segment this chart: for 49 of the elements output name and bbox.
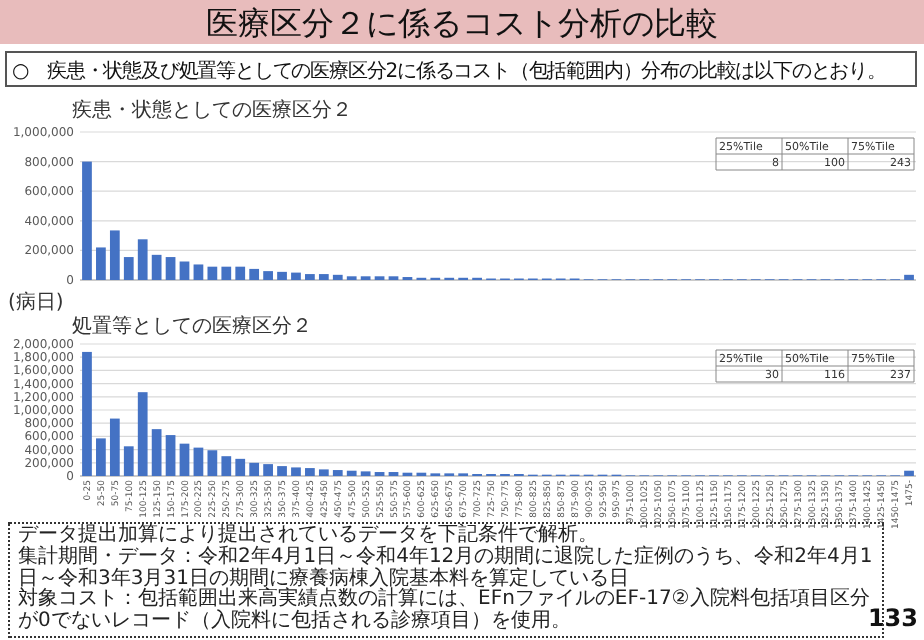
bar	[263, 464, 273, 476]
bar	[82, 161, 92, 280]
bar	[193, 447, 204, 476]
chart-title: 疾患・状態としての医療区分２	[72, 98, 352, 122]
bar	[137, 239, 148, 280]
bar	[332, 470, 343, 476]
bar	[249, 268, 260, 280]
bar	[221, 266, 232, 280]
bar	[305, 274, 315, 280]
bar	[221, 456, 232, 476]
bar	[109, 418, 120, 476]
bar	[165, 257, 176, 280]
bar	[137, 392, 148, 476]
bar	[235, 458, 246, 476]
bar	[96, 247, 106, 280]
bar	[346, 470, 357, 476]
bar	[207, 266, 218, 280]
bar	[291, 272, 301, 280]
bar	[263, 271, 273, 280]
bar	[207, 450, 218, 476]
text: 医療区分２に係るコスト分析の比較	[206, 4, 718, 42]
bar	[179, 443, 190, 476]
bar	[151, 429, 162, 476]
bar	[96, 438, 106, 476]
bar	[277, 271, 287, 280]
bar	[249, 462, 260, 476]
bar	[123, 446, 134, 476]
bar	[151, 254, 162, 280]
bar	[318, 274, 329, 280]
bar	[305, 468, 315, 476]
text: 集計期間・データ：令和2年4月1日～令和4年12月の期間に退院した症例のうち、令和2年4月1日～令和3年3月31日の期間に療養病棟入院基本料を算定している日	[18, 545, 874, 590]
bar	[165, 435, 176, 476]
bar	[193, 264, 204, 280]
bar	[291, 467, 301, 476]
bar	[109, 230, 120, 280]
text: 133	[867, 604, 918, 632]
x-axis-title: (病日)	[8, 290, 64, 314]
bar	[332, 274, 343, 280]
bar	[123, 257, 134, 280]
bar	[318, 469, 329, 476]
bar	[904, 274, 914, 280]
bar	[904, 470, 914, 476]
bar	[179, 261, 190, 280]
bar	[82, 351, 92, 476]
bar	[235, 266, 246, 280]
chart-title: 処置等としての医療区分２	[72, 314, 312, 338]
bar	[277, 466, 287, 476]
text: 対象コスト：包括範囲出来高実績点数の計算には、EFnファイルのEF-17②入院料包括項目区分が0でないレコード（入院料に包括される診療項目）を使用。	[18, 588, 870, 634]
text: ○ 疾患・状態及び処置等としての医療区分2に係るコスト（包括範囲内）分布の比較は以下のとおり。	[12, 59, 886, 83]
